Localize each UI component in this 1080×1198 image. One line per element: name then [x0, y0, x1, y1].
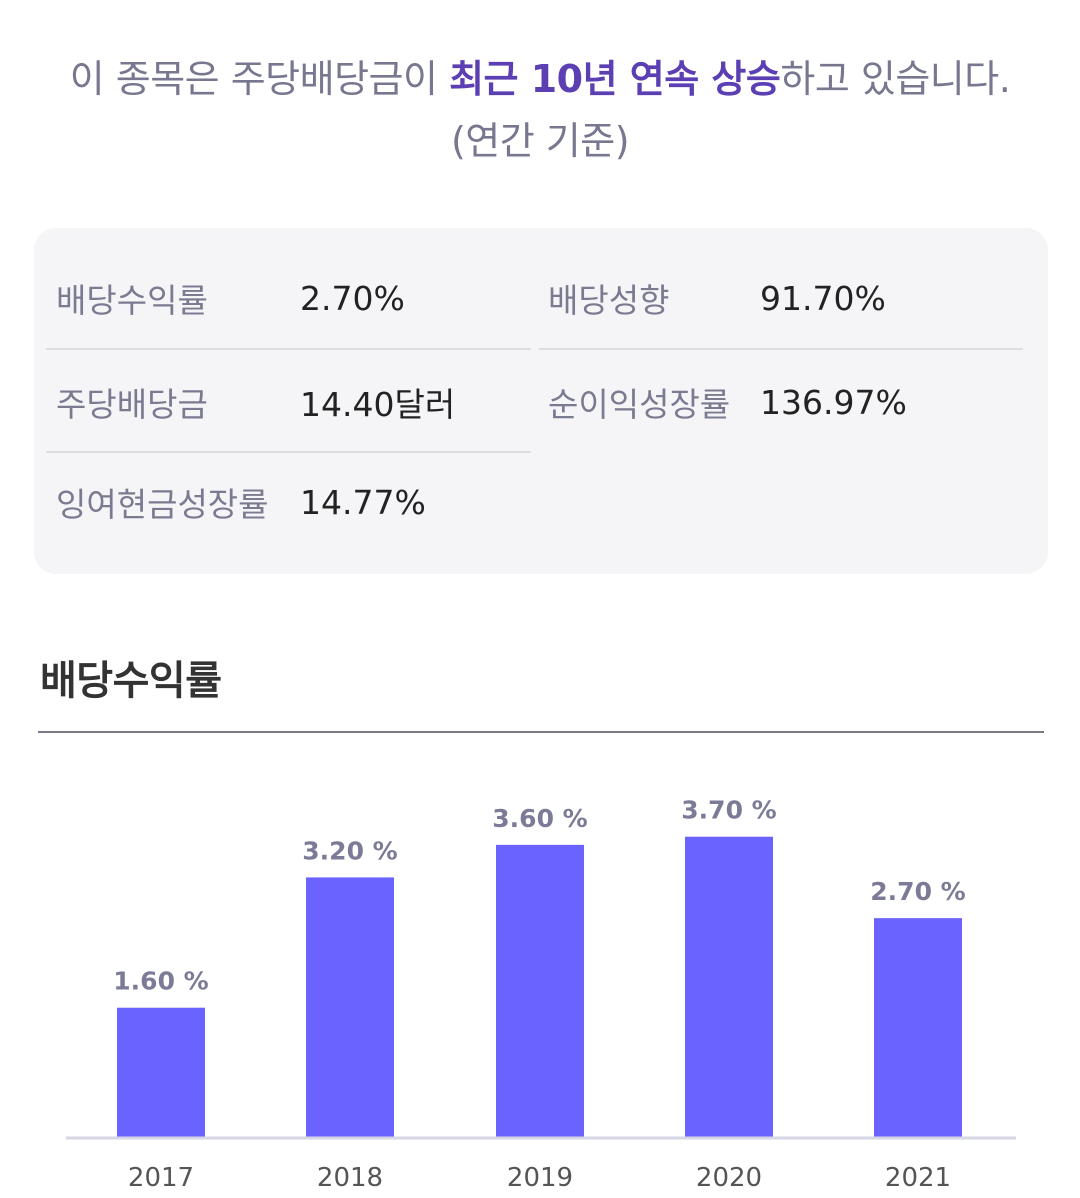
metric-label: 배당성향: [548, 281, 670, 320]
headline-suffix: 하고 있습니다. (연간 기준): [450, 57, 1011, 163]
section-divider: [38, 731, 1044, 733]
bar-value-label: 3.60 %: [492, 804, 587, 833]
bar-2019: [496, 844, 584, 1138]
headline-highlight: 최근 10년 연속 상승: [449, 57, 781, 101]
bar-value-label: 3.70 %: [681, 796, 776, 825]
x-tick-label: 2020: [696, 1163, 762, 1193]
x-tick-label: 2021: [885, 1163, 951, 1193]
metric-value: 2.70%: [300, 278, 405, 318]
metric-dividend-yield: 배당수익률 2.70%: [56, 246, 536, 350]
section-title: 배당수익률: [40, 658, 222, 704]
x-tick-label: 2018: [317, 1163, 383, 1193]
metric-dividend-per-share: 주당배당금 14.40달러: [56, 350, 536, 454]
metric-value: 136.97%: [760, 382, 907, 422]
metric-value: 91.70%: [760, 278, 886, 318]
metric-label: 잉여현금성장률: [56, 485, 269, 524]
divider: [46, 451, 531, 453]
metric-net-income-growth: 순이익성장률 136.97%: [548, 350, 1028, 454]
bar-2020: [685, 836, 773, 1138]
metric-label: 배당수익률: [56, 281, 208, 320]
dividend-yield-chart: 1.60 % 2017 3.20 % 2018 3.60 % 2019 3.70 % 2020…: [66, 796, 1016, 1193]
headline: 이 종목은 주당배당금이 최근 10년 연속 상승하고 있습니다. (연간 기준…: [60, 48, 1020, 172]
bar-2018: [306, 877, 394, 1138]
x-tick-label: 2017: [128, 1163, 194, 1193]
dividend-metrics-card: 배당수익률 2.70% 배당성향 91.70% 주당배당금 14.40달러 순이…: [34, 228, 1048, 574]
metric-value: 14.77%: [300, 482, 426, 522]
bar-value-label: 1.60 %: [113, 967, 208, 996]
bar-2021: [874, 918, 962, 1138]
bar-2017: [117, 1007, 205, 1138]
divider: [46, 348, 531, 350]
bar-value-label: 2.70 %: [870, 877, 965, 906]
x-tick-label: 2019: [507, 1163, 573, 1193]
bar-value-label: 3.20 %: [302, 836, 397, 865]
metric-payout-ratio: 배당성향 91.70%: [548, 246, 1028, 350]
divider: [539, 348, 1023, 350]
metric-label: 순이익성장률: [548, 385, 731, 424]
headline-prefix: 이 종목은 주당배당금이: [69, 57, 450, 101]
metric-value: 14.40달러: [300, 385, 456, 424]
metric-label: 주당배당금: [56, 385, 208, 424]
metric-fcf-growth: 잉여현금성장률 14.77%: [56, 450, 536, 554]
